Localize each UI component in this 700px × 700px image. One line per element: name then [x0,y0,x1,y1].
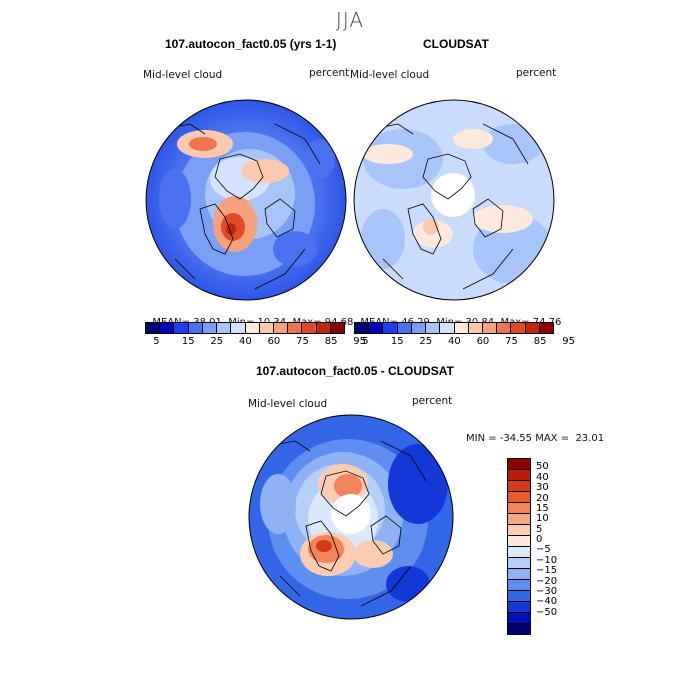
left-colorbar-swatch [202,323,218,333]
diff-units-label: percent [412,395,453,407]
left-colorbar [145,322,345,334]
right-colorbar-swatch [440,323,455,333]
diff-colorbar-tick-label: 15 [536,502,549,514]
right-units-label: percent [516,67,557,79]
diff-colorbar-tick-label: −30 [536,585,558,597]
diff-colorbar-swatch [508,459,530,470]
diff-colorbar-swatch [508,558,530,569]
diff-colorbar-tick-label: 50 [536,461,549,473]
right-colorbar-swatch [482,323,498,333]
left-colorbar-tick-label: 25 [210,336,224,347]
right-colorbar-tick-label: 85 [533,336,547,347]
left-colorbar-swatch [174,323,189,333]
diff-colorbar-swatch [508,547,530,558]
left-colorbar-swatch [188,323,203,333]
right-colorbar-tick-label: 75 [505,336,518,347]
diff-colorbar-swatch [508,569,530,580]
right-colorbar-tick-label: 95 [562,336,576,347]
left-colorbar-ticks: 5 15 25 40 60 75 85 95 [145,336,366,348]
diff-colorbar-tick-label: −40 [536,596,558,608]
left-panel-title: 107.autocon_fact0.05 (yrs 1-1) [165,37,337,51]
left-colorbar-tick-label: 5 [153,336,160,347]
left-colorbar-swatch [316,323,331,333]
diff-colorbar-swatch [508,624,530,634]
diff-colorbar-tick-label: 0 [536,534,543,545]
right-panel-title: CLOUDSAT [423,37,489,51]
right-colorbar-swatch [369,323,384,333]
right-colorbar-swatch [468,323,483,333]
diff-colorbar-ticks: 50 40 30 20 15 10 5 0 −5 −10 −15 −20 −30 −40 −50 [536,458,576,624]
diff-colorbar-tick-label: −15 [536,565,558,577]
right-polar-map [353,99,555,301]
diff-colorbar-tick-label: 5 [536,523,543,535]
left-colorbar-tick-label: 75 [296,336,309,347]
left-colorbar-tick-label: 60 [267,336,281,347]
right-colorbar-swatch [383,323,398,333]
diff-minmax: MIN = -34.55 MAX = 23.01 [466,433,605,444]
diff-colorbar-swatch [508,514,530,525]
diff-colorbar-swatch [508,580,530,591]
diff-colorbar-tick-label: 40 [536,471,549,483]
figure-title: JJA [335,8,365,32]
left-variable-label: Mid-level cloud [143,69,223,81]
diff-colorbar-swatch [508,536,530,547]
right-colorbar-swatch [426,323,441,333]
right-colorbar-swatch [525,323,540,333]
diff-colorbar-tick-label: 30 [536,482,549,494]
left-colorbar-swatch [302,323,317,333]
right-colorbar-tick-label: 5 [362,336,369,347]
right-colorbar-swatch [355,323,370,333]
diff-colorbar-swatch [508,602,530,613]
right-colorbar-tick-label: 40 [448,336,461,347]
left-colorbar-swatch [160,323,175,333]
left-polar-map [145,99,347,301]
right-variable-label: Mid-level cloud [350,69,430,81]
left-colorbar-swatch [217,323,232,333]
right-colorbar-swatch [397,323,412,333]
diff-colorbar-swatch [508,613,530,624]
diff-colorbar-tick-label: −5 [536,544,551,556]
right-colorbar-tick-label: 15 [390,336,404,347]
right-colorbar-swatch [539,323,554,333]
diff-colorbar-swatch [508,591,530,602]
left-colorbar-swatch [273,323,289,333]
left-colorbar-swatch [330,323,345,333]
right-colorbar-ticks: 5 15 25 40 60 75 85 95 [354,336,575,348]
diff-variable-label: Mid-level cloud [248,398,328,410]
left-colorbar-swatch [259,323,274,333]
diff-colorbar-tick-label: −10 [536,554,558,566]
diff-colorbar-tick-label: 10 [536,513,549,525]
left-colorbar-swatch [245,323,260,333]
diff-colorbar [507,458,531,635]
left-colorbar-swatch [146,323,161,333]
left-colorbar-tick-label: 40 [239,336,252,347]
diff-colorbar-swatch [508,470,530,481]
diff-colorbar-swatch [508,481,530,492]
left-units-label: percent [309,67,350,79]
diff-polar-map [248,414,454,620]
diff-colorbar-tick-label: −20 [536,575,558,587]
right-colorbar-swatch [511,323,526,333]
diff-colorbar-swatch [508,492,530,503]
left-colorbar-swatch [231,323,246,333]
diff-colorbar-tick-label: −50 [536,606,558,618]
right-colorbar-tick-label: 25 [419,336,433,347]
diff-colorbar-swatch [508,525,530,536]
right-colorbar [354,322,554,334]
right-colorbar-tick-label: 60 [476,336,490,347]
right-colorbar-swatch [497,323,512,333]
right-colorbar-swatch [454,323,469,333]
diff-colorbar-swatch [508,503,530,514]
diff-panel-title: 107.autocon_fact0.05 - CLOUDSAT [256,364,454,378]
left-colorbar-tick-label: 85 [324,336,338,347]
left-colorbar-tick-label: 95 [353,336,367,347]
left-colorbar-swatch [288,323,303,333]
right-colorbar-swatch [411,323,427,333]
left-colorbar-tick-label: 15 [181,336,195,347]
diff-colorbar-tick-label: 20 [536,492,549,504]
